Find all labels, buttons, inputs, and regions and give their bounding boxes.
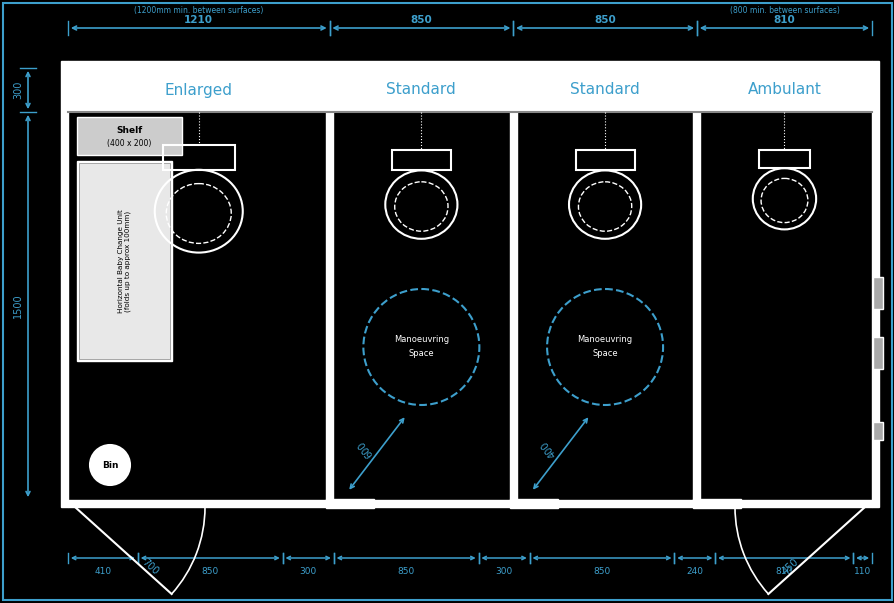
Text: Standard: Standard [569, 83, 639, 98]
Text: 850: 850 [201, 567, 219, 576]
Text: 450: 450 [779, 557, 799, 577]
Text: (1200mm min. between surfaces): (1200mm min. between surfaces) [134, 5, 263, 14]
Bar [79, 163, 170, 359]
Bar [61, 61, 878, 507]
Bar [872, 277, 882, 309]
Text: Shelf: Shelf [116, 126, 142, 135]
Text: 810: 810 [772, 15, 795, 25]
Bar [872, 337, 882, 369]
Text: 110: 110 [853, 567, 870, 576]
Text: 850: 850 [594, 15, 615, 25]
Bar [68, 500, 871, 507]
Text: Manoeuvring: Manoeuvring [577, 335, 632, 344]
Text: Manoeuvring: Manoeuvring [393, 335, 449, 344]
Bar [392, 150, 451, 171]
Text: Standard: Standard [386, 83, 456, 98]
Text: Ambulant: Ambulant [746, 83, 821, 98]
Text: 600: 600 [355, 438, 374, 459]
Bar [77, 161, 172, 361]
Text: 300: 300 [13, 81, 23, 99]
Bar [758, 150, 809, 168]
Text: 240: 240 [686, 567, 703, 576]
Text: Space: Space [592, 350, 617, 359]
Text: 400: 400 [538, 438, 558, 459]
Text: 1500: 1500 [13, 294, 23, 318]
Bar [61, 61, 68, 507]
Text: Bin: Bin [102, 461, 118, 470]
Text: 1210: 1210 [184, 15, 213, 25]
Text: 850: 850 [593, 567, 610, 576]
Bar [510, 499, 557, 508]
Text: 410: 410 [94, 567, 112, 576]
Bar [872, 422, 882, 440]
Bar [77, 117, 181, 155]
Text: 850: 850 [397, 567, 414, 576]
Text: (400 x 200): (400 x 200) [107, 139, 151, 148]
Bar [325, 112, 333, 500]
Bar [871, 61, 878, 507]
Bar [68, 68, 871, 112]
Text: 810: 810 [775, 567, 792, 576]
Bar [693, 499, 740, 508]
Text: 300: 300 [495, 567, 512, 576]
Text: 850: 850 [410, 15, 432, 25]
Text: (800 min. between surfaces): (800 min. between surfaces) [729, 5, 839, 14]
Bar [325, 499, 374, 508]
Bar [693, 112, 700, 500]
Text: Space: Space [408, 350, 434, 359]
Text: Enlarged: Enlarged [164, 83, 232, 98]
Text: 700: 700 [139, 557, 160, 577]
Circle shape [90, 445, 130, 485]
Bar [68, 112, 871, 500]
Bar [68, 61, 871, 68]
Bar [163, 145, 234, 170]
Text: Horizontal Baby Change Unit
(folds up to approx 100mm): Horizontal Baby Change Unit (folds up to… [118, 209, 131, 313]
Text: 300: 300 [299, 567, 316, 576]
Bar [575, 150, 634, 171]
Bar [510, 112, 516, 500]
